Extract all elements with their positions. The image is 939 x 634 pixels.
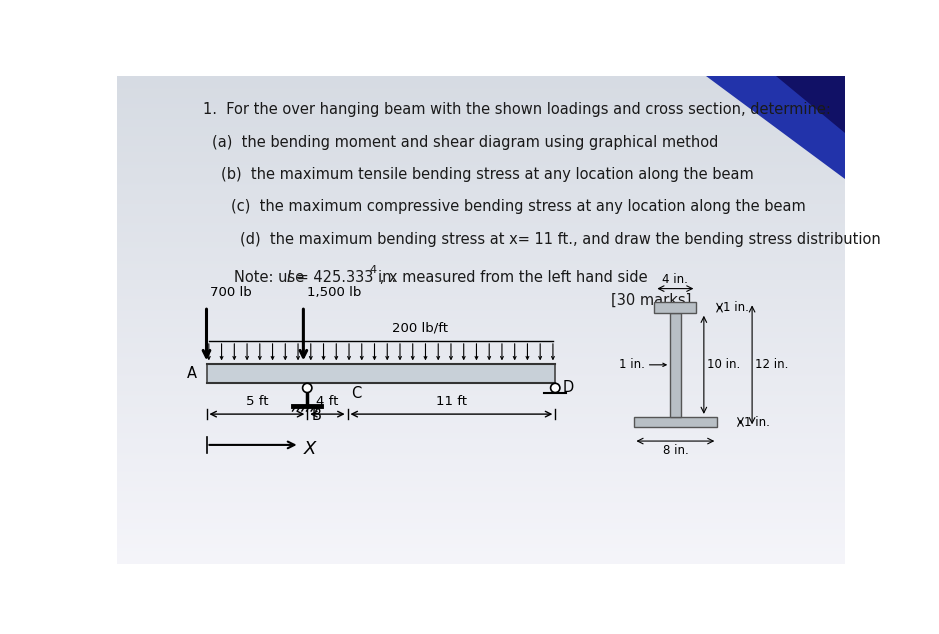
Polygon shape — [706, 76, 845, 179]
Bar — [207, 364, 555, 384]
Text: 1 in.: 1 in. — [619, 358, 644, 372]
Text: 1 in.: 1 in. — [723, 301, 748, 314]
Text: 4 ft: 4 ft — [316, 395, 339, 408]
Text: D: D — [563, 380, 575, 396]
Text: 11 ft: 11 ft — [436, 395, 467, 408]
Text: , x measured from the left hand side: , x measured from the left hand side — [376, 270, 648, 285]
Bar — [654, 302, 697, 313]
Text: (b)  the maximum tensile bending stress at any location along the beam: (b) the maximum tensile bending stress a… — [222, 167, 754, 182]
Text: $\it{X}$: $\it{X}$ — [303, 440, 319, 458]
Text: 8 in.: 8 in. — [663, 444, 688, 457]
Text: I: I — [286, 270, 291, 285]
Text: 700 lb: 700 lb — [210, 285, 253, 299]
Text: C: C — [350, 386, 361, 401]
Text: 1,500 lb: 1,500 lb — [307, 285, 362, 299]
Text: 1 in.: 1 in. — [744, 415, 769, 429]
Text: 200 lb/ft: 200 lb/ft — [392, 322, 448, 335]
Bar — [670, 313, 681, 417]
Text: (c)  the maximum compressive bending stress at any location along the beam: (c) the maximum compressive bending stre… — [231, 199, 806, 214]
Text: [30 marks]: [30 marks] — [610, 293, 691, 308]
Text: 12 in.: 12 in. — [755, 358, 789, 372]
Polygon shape — [777, 76, 845, 133]
Text: B: B — [312, 408, 322, 423]
Bar — [634, 417, 717, 427]
Text: 4 in.: 4 in. — [662, 273, 688, 285]
Text: 4: 4 — [369, 265, 377, 275]
Text: Note: use: Note: use — [234, 270, 309, 285]
Text: (d)  the maximum bending stress at x= 11 ft., and draw the bending stress distri: (d) the maximum bending stress at x= 11 … — [239, 231, 881, 247]
Text: (a)  the bending moment and shear diagram using graphical method: (a) the bending moment and shear diagram… — [212, 134, 718, 150]
Text: 1.  For the over hanging beam with the shown loadings and cross section, determi: 1. For the over hanging beam with the sh… — [203, 102, 830, 117]
Text: 10 in.: 10 in. — [707, 358, 740, 372]
Circle shape — [302, 384, 312, 392]
Text: = 425.333 in.: = 425.333 in. — [292, 270, 396, 285]
Text: 5 ft: 5 ft — [246, 395, 269, 408]
Text: A: A — [187, 366, 197, 381]
Circle shape — [550, 384, 560, 392]
